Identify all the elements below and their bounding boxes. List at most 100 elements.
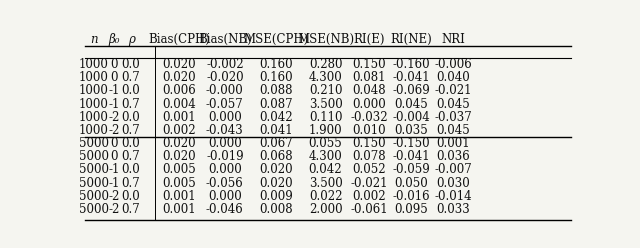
Text: 0.000: 0.000 [208, 111, 242, 124]
Text: RI(E): RI(E) [353, 33, 385, 46]
Text: 0.160: 0.160 [259, 71, 292, 84]
Text: 0: 0 [110, 150, 118, 163]
Text: 0.042: 0.042 [259, 111, 292, 124]
Text: MSE(NB): MSE(NB) [297, 33, 354, 46]
Text: 5000: 5000 [79, 150, 109, 163]
Text: -0.160: -0.160 [392, 58, 430, 71]
Text: 0.010: 0.010 [353, 124, 386, 137]
Text: 0.020: 0.020 [259, 163, 292, 176]
Text: 4.300: 4.300 [308, 150, 342, 163]
Text: 0.7: 0.7 [122, 71, 140, 84]
Text: -2: -2 [108, 124, 120, 137]
Text: -0.046: -0.046 [206, 203, 244, 216]
Text: 0.000: 0.000 [208, 163, 242, 176]
Text: 0.020: 0.020 [163, 71, 196, 84]
Text: Bias(CPH): Bias(CPH) [148, 33, 210, 46]
Text: 0.000: 0.000 [208, 137, 242, 150]
Text: -0.002: -0.002 [206, 58, 244, 71]
Text: -0.061: -0.061 [350, 203, 388, 216]
Text: 0.020: 0.020 [163, 150, 196, 163]
Text: 0.001: 0.001 [163, 203, 196, 216]
Text: -0.150: -0.150 [392, 137, 430, 150]
Text: 0.081: 0.081 [353, 71, 386, 84]
Text: 0.001: 0.001 [163, 190, 196, 203]
Text: -0.021: -0.021 [435, 84, 472, 97]
Text: 0.210: 0.210 [308, 84, 342, 97]
Text: 1000: 1000 [79, 71, 109, 84]
Text: -1: -1 [108, 177, 120, 189]
Text: 0.020: 0.020 [259, 177, 292, 189]
Text: Bias(NB): Bias(NB) [198, 33, 252, 46]
Text: 2.000: 2.000 [308, 203, 342, 216]
Text: -0.037: -0.037 [435, 111, 472, 124]
Text: 0.078: 0.078 [353, 150, 386, 163]
Text: 0.009: 0.009 [259, 190, 292, 203]
Text: 5000: 5000 [79, 163, 109, 176]
Text: -0.014: -0.014 [435, 190, 472, 203]
Text: 1000: 1000 [79, 124, 109, 137]
Text: 0.150: 0.150 [353, 137, 386, 150]
Text: 0.050: 0.050 [394, 177, 428, 189]
Text: 0: 0 [110, 71, 118, 84]
Text: 4.300: 4.300 [308, 71, 342, 84]
Text: 0.030: 0.030 [436, 177, 470, 189]
Text: β₀: β₀ [108, 33, 120, 46]
Text: 0.020: 0.020 [163, 58, 196, 71]
Text: 0.045: 0.045 [436, 124, 470, 137]
Text: 0.7: 0.7 [122, 203, 140, 216]
Text: 0.008: 0.008 [259, 203, 292, 216]
Text: 0.7: 0.7 [122, 97, 140, 111]
Text: -0.021: -0.021 [351, 177, 388, 189]
Text: -1: -1 [108, 84, 120, 97]
Text: 0.068: 0.068 [259, 150, 292, 163]
Text: -0.016: -0.016 [392, 190, 430, 203]
Text: 0.0: 0.0 [122, 84, 140, 97]
Text: 3.500: 3.500 [308, 177, 342, 189]
Text: 0.055: 0.055 [308, 137, 342, 150]
Text: 0.048: 0.048 [353, 84, 386, 97]
Text: 0.7: 0.7 [122, 150, 140, 163]
Text: 0.0: 0.0 [122, 190, 140, 203]
Text: -0.004: -0.004 [392, 111, 430, 124]
Text: -0.019: -0.019 [206, 150, 244, 163]
Text: -0.020: -0.020 [206, 71, 244, 84]
Text: -2: -2 [108, 111, 120, 124]
Text: 0.0: 0.0 [122, 111, 140, 124]
Text: 0.000: 0.000 [352, 97, 386, 111]
Text: 0.005: 0.005 [163, 177, 196, 189]
Text: 0.067: 0.067 [259, 137, 292, 150]
Text: 0.020: 0.020 [163, 137, 196, 150]
Text: 3.500: 3.500 [308, 97, 342, 111]
Text: -2: -2 [108, 190, 120, 203]
Text: -1: -1 [108, 97, 120, 111]
Text: 5000: 5000 [79, 177, 109, 189]
Text: 0.033: 0.033 [436, 203, 470, 216]
Text: 0.0: 0.0 [122, 137, 140, 150]
Text: -0.006: -0.006 [435, 58, 472, 71]
Text: n: n [90, 33, 98, 46]
Text: 0.036: 0.036 [436, 150, 470, 163]
Text: 0.022: 0.022 [308, 190, 342, 203]
Text: 0.045: 0.045 [436, 97, 470, 111]
Text: -0.000: -0.000 [206, 84, 244, 97]
Text: -2: -2 [108, 203, 120, 216]
Text: 1.900: 1.900 [308, 124, 342, 137]
Text: -0.059: -0.059 [392, 163, 430, 176]
Text: 0.040: 0.040 [436, 71, 470, 84]
Text: 1000: 1000 [79, 58, 109, 71]
Text: ρ: ρ [127, 33, 134, 46]
Text: 0.088: 0.088 [259, 84, 292, 97]
Text: MSE(CPH): MSE(CPH) [243, 33, 308, 46]
Text: 0.041: 0.041 [259, 124, 292, 137]
Text: NRI: NRI [442, 33, 465, 46]
Text: 0.004: 0.004 [163, 97, 196, 111]
Text: 0.7: 0.7 [122, 124, 140, 137]
Text: 0: 0 [110, 58, 118, 71]
Text: 0.087: 0.087 [259, 97, 292, 111]
Text: 5000: 5000 [79, 137, 109, 150]
Text: 0.002: 0.002 [353, 190, 386, 203]
Text: 0.7: 0.7 [122, 177, 140, 189]
Text: -0.056: -0.056 [206, 177, 244, 189]
Text: 0.001: 0.001 [436, 137, 470, 150]
Text: RI(NE): RI(NE) [390, 33, 432, 46]
